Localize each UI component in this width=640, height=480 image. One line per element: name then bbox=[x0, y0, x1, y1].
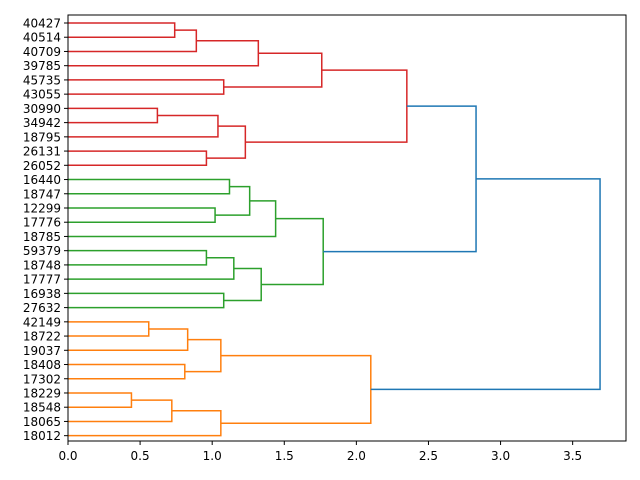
leaf-label: 18229 bbox=[23, 386, 61, 400]
leaf-label: 17777 bbox=[23, 273, 61, 287]
plot-area bbox=[68, 15, 626, 441]
x-axis-ticks: 0.0 0.5 1.0 1.5 2.0 2.5 3.0 3.5 bbox=[58, 441, 582, 463]
leaf-label: 18747 bbox=[23, 187, 61, 201]
x-tick-label: 0.5 bbox=[131, 449, 150, 463]
x-tick-label: 3.0 bbox=[491, 449, 510, 463]
dendrogram-link bbox=[184, 338, 222, 373]
leaf-label: 26131 bbox=[23, 145, 61, 159]
leaf-label: 39785 bbox=[23, 59, 61, 73]
dendrogram-link bbox=[370, 178, 601, 391]
leaf-label: 30990 bbox=[23, 102, 61, 116]
leaf-label: 40427 bbox=[23, 17, 61, 31]
leaf-label: 17302 bbox=[23, 372, 61, 386]
leaf-label: 26052 bbox=[23, 159, 61, 173]
leaf-label: 16938 bbox=[23, 287, 61, 301]
dendrogram-link bbox=[68, 321, 150, 337]
x-tick-label: 3.5 bbox=[563, 449, 582, 463]
dendrogram-link bbox=[261, 217, 324, 286]
leaf-label: 45735 bbox=[23, 73, 61, 87]
dendrogram-link bbox=[223, 267, 262, 302]
dendrogram-links bbox=[68, 22, 601, 437]
dendrogram-link bbox=[223, 52, 323, 88]
plot-frame bbox=[67, 14, 627, 442]
dendrogram-link bbox=[68, 410, 222, 437]
dendrogram-link bbox=[68, 328, 189, 352]
leaf-label: 17776 bbox=[23, 216, 61, 230]
leaf-label: 27632 bbox=[23, 301, 61, 315]
leaf-label: 16440 bbox=[23, 173, 61, 187]
leaf-label: 18012 bbox=[23, 429, 61, 443]
leaf-label: 40709 bbox=[23, 45, 61, 59]
x-tick-label: 2.0 bbox=[347, 449, 366, 463]
x-tick-label: 1.5 bbox=[275, 449, 294, 463]
dendrogram-link bbox=[68, 107, 159, 124]
leaf-label: 18795 bbox=[23, 130, 61, 144]
leaf-label: 59379 bbox=[23, 244, 61, 258]
leaf-label: 18722 bbox=[23, 330, 61, 344]
leaf-label: 18785 bbox=[23, 230, 61, 244]
dendrogram-link bbox=[68, 114, 219, 138]
x-tick-label: 0.0 bbox=[58, 449, 77, 463]
leaf-label: 34942 bbox=[23, 116, 61, 130]
dendrogram-link bbox=[215, 185, 251, 216]
leaf-label: 18408 bbox=[23, 358, 61, 372]
leaf-label: 18548 bbox=[23, 401, 61, 415]
leaf-label: 19037 bbox=[23, 344, 61, 358]
leaf-label: 42149 bbox=[23, 315, 61, 329]
x-tick-label: 1.0 bbox=[203, 449, 222, 463]
dendrogram-link bbox=[68, 178, 231, 195]
leaf-label: 12299 bbox=[23, 201, 61, 215]
leaf-label: 18065 bbox=[23, 415, 61, 429]
leaf-label: 18748 bbox=[23, 258, 61, 272]
leaf-labels: 4042740514407093978545735430553099034942… bbox=[23, 17, 68, 443]
x-tick-label: 2.5 bbox=[419, 449, 438, 463]
leaf-label: 40514 bbox=[23, 31, 61, 45]
dendrogram-link bbox=[245, 69, 408, 143]
leaf-label: 43055 bbox=[23, 88, 61, 102]
